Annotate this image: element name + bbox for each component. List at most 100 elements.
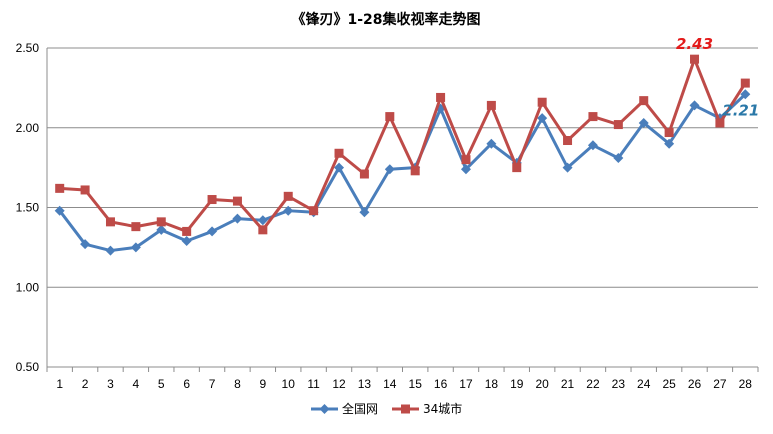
data-point xyxy=(232,213,243,224)
data-point xyxy=(130,242,141,253)
legend: 全国网 34城市 xyxy=(311,401,462,416)
data-point xyxy=(131,222,141,232)
data-point xyxy=(105,245,116,256)
x-tick-label: 25 xyxy=(662,377,676,391)
x-tick-label: 16 xyxy=(434,377,448,391)
data-point xyxy=(587,140,598,151)
data-point xyxy=(232,196,242,206)
x-tick-label: 2 xyxy=(82,377,89,391)
chart-title: 《锋刃》1-28集收视率走势图 xyxy=(291,11,480,28)
x-tick-label: 20 xyxy=(535,377,549,391)
data-point xyxy=(80,239,91,250)
data-point xyxy=(156,224,167,235)
x-tick-label: 13 xyxy=(358,377,372,391)
data-point xyxy=(740,78,750,88)
legend-marker xyxy=(319,404,330,414)
data-point xyxy=(410,166,420,176)
x-tick-label: 14 xyxy=(383,377,397,391)
data-point xyxy=(334,148,344,158)
x-tick-label: 1 xyxy=(56,377,63,391)
x-tick-label: 22 xyxy=(586,377,600,391)
y-tick-label: 1.00 xyxy=(16,280,40,294)
x-tick-label: 7 xyxy=(209,377,216,391)
gridlines xyxy=(47,47,758,288)
data-point xyxy=(639,96,649,106)
data-point xyxy=(283,205,294,216)
data-point xyxy=(80,185,90,195)
x-tick-label: 28 xyxy=(739,377,753,391)
data-point xyxy=(460,164,471,175)
data-point xyxy=(486,100,496,110)
data-point xyxy=(309,206,319,216)
y-tick-label: 2.00 xyxy=(16,121,40,135)
data-point xyxy=(207,195,217,205)
data-point xyxy=(588,112,598,122)
data-point xyxy=(638,117,649,128)
x-tick-label: 9 xyxy=(259,377,266,391)
data-point xyxy=(334,162,345,173)
x-tick-label: 19 xyxy=(510,377,524,391)
series-line xyxy=(58,93,747,253)
x-tick-label: 8 xyxy=(234,377,241,391)
data-point xyxy=(537,113,548,124)
y-tick-label: 0.50 xyxy=(16,360,40,374)
legend-marker xyxy=(401,404,410,414)
data-point xyxy=(740,89,751,100)
x-tick-label: 6 xyxy=(183,377,190,391)
x-tick-label: 10 xyxy=(282,377,296,391)
data-point xyxy=(182,226,192,236)
x-tick-label: 4 xyxy=(133,377,140,391)
data-point xyxy=(537,97,547,107)
x-tick-label: 12 xyxy=(332,377,346,391)
series-group xyxy=(54,54,751,256)
x-tick-label: 5 xyxy=(158,377,165,391)
annotations: 2.43 2.21 xyxy=(676,35,759,119)
data-point xyxy=(486,138,497,149)
data-point xyxy=(257,215,268,226)
data-point xyxy=(563,136,573,146)
data-point xyxy=(283,191,293,201)
data-point xyxy=(54,205,65,216)
x-tick-label: 23 xyxy=(612,377,626,391)
data-point xyxy=(359,207,370,218)
data-point xyxy=(181,235,192,246)
data-point xyxy=(562,162,573,173)
data-point xyxy=(512,163,522,173)
x-tick-label: 11 xyxy=(307,377,320,391)
data-label: 2.21 xyxy=(722,101,759,119)
data-point xyxy=(689,100,700,111)
data-point xyxy=(156,217,166,227)
data-point xyxy=(715,118,725,128)
data-point xyxy=(613,120,623,130)
data-label: 2.43 xyxy=(676,35,713,53)
data-point xyxy=(664,128,674,138)
data-point xyxy=(258,225,268,235)
legend-label: 34城市 xyxy=(423,401,462,416)
x-tick-label: 27 xyxy=(713,377,727,391)
x-tick-label: 17 xyxy=(459,377,473,391)
y-tick-label: 2.50 xyxy=(16,41,40,55)
axes: 0.501.001.502.002.501 2 3 4 5 6 7 8 9 10 11 12 13 14 1… xyxy=(16,41,759,391)
x-tick-label: 18 xyxy=(485,377,499,391)
series-line xyxy=(59,57,747,233)
series-national xyxy=(54,89,751,256)
y-tick-label: 1.50 xyxy=(16,201,40,215)
data-point xyxy=(105,217,115,227)
data-point xyxy=(359,169,369,179)
data-point xyxy=(55,183,65,193)
legend-item: 全国网 xyxy=(311,401,378,416)
legend-label: 全国网 xyxy=(342,401,378,416)
data-point xyxy=(207,226,218,237)
data-point xyxy=(664,138,675,149)
data-point xyxy=(461,155,471,165)
data-point xyxy=(384,164,395,175)
series-city34 xyxy=(55,54,750,236)
x-tick-label: 24 xyxy=(637,377,651,391)
x-tick-label: 26 xyxy=(688,377,702,391)
data-point xyxy=(385,112,395,122)
data-point xyxy=(690,54,700,64)
data-point xyxy=(436,92,446,102)
x-tick-label: 15 xyxy=(409,377,423,391)
